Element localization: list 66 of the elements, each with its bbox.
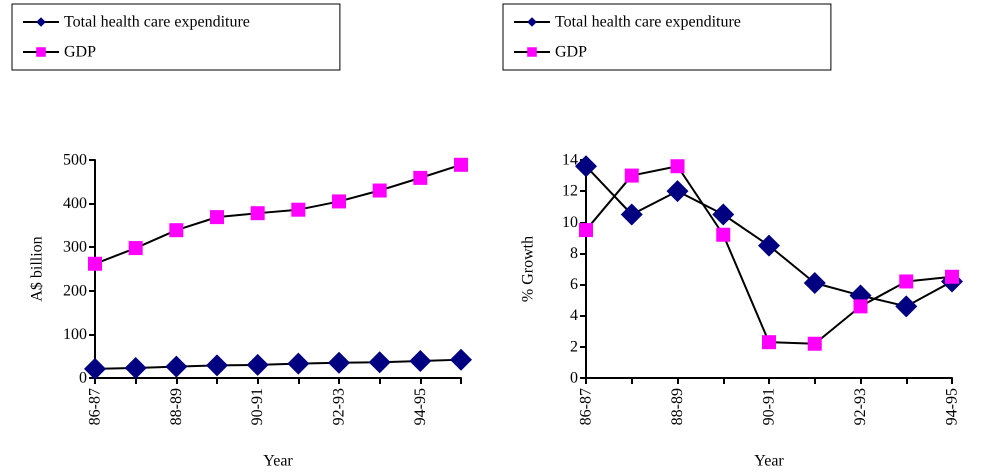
y-tick-label: 400	[63, 195, 87, 212]
y-tick-label: 300	[63, 238, 87, 256]
x-tick-label: 94-95	[412, 388, 429, 426]
y-axis-title: % Growth	[520, 236, 536, 302]
point	[368, 351, 391, 374]
point	[624, 168, 639, 183]
point	[450, 348, 472, 371]
point	[899, 274, 914, 288]
point	[124, 356, 147, 379]
x-tick-label: 88-89	[669, 388, 686, 426]
point	[165, 356, 188, 378]
x-tick-label: 90-91	[760, 388, 778, 426]
x-tick-label: 92-93	[852, 388, 869, 426]
point	[854, 299, 868, 314]
point	[287, 352, 310, 375]
y-tick-label: 100	[63, 326, 87, 343]
point	[413, 170, 428, 185]
x-tick-label: 86-87	[578, 388, 594, 426]
point	[88, 256, 102, 271]
y-tick-label: 6	[570, 276, 578, 294]
point	[804, 272, 826, 294]
point	[895, 295, 918, 318]
point	[128, 241, 143, 256]
point	[332, 194, 346, 208]
legend-label: GDP	[555, 44, 588, 60]
point	[372, 184, 387, 198]
x-tick-label: 86-87	[86, 388, 104, 426]
y-tick-label: 12	[562, 182, 578, 200]
legend-label: Total health care expenditure	[64, 14, 250, 30]
x-tick-label: 92-93	[330, 388, 348, 426]
point	[291, 202, 306, 217]
point	[620, 204, 643, 226]
point	[206, 354, 228, 376]
point	[670, 159, 684, 174]
point	[246, 354, 269, 376]
y-tick-label: 8	[570, 244, 578, 262]
point	[666, 180, 688, 202]
x-axis-title: Year	[263, 452, 294, 470]
y-tick-label: 14	[562, 152, 578, 168]
y-tick-label: 2	[570, 338, 578, 356]
y-tick-label: 4	[570, 307, 578, 324]
point	[945, 270, 959, 284]
point	[758, 234, 780, 257]
point	[762, 335, 776, 350]
x-tick-label: 94-95	[944, 388, 960, 426]
point	[409, 350, 432, 372]
point	[454, 158, 468, 172]
point	[808, 336, 822, 351]
point	[210, 210, 224, 224]
point	[169, 223, 184, 238]
x-axis-title: Year	[754, 452, 784, 470]
x-tick-label: 88-89	[168, 388, 185, 426]
y-tick-label: 0	[570, 370, 578, 386]
point	[716, 228, 730, 242]
point	[579, 223, 593, 238]
y-axis-title: A$ billion	[28, 236, 46, 302]
y-tick-label: 200	[63, 282, 87, 300]
legend-label: GDP	[64, 44, 96, 60]
legend-label: Total health care expenditure	[555, 14, 741, 30]
y-tick-label: 500	[63, 152, 87, 168]
y-tick-label: 0	[79, 370, 87, 386]
y-tick-label: 10	[562, 214, 578, 231]
point	[712, 204, 734, 226]
point	[250, 206, 265, 220]
point	[328, 352, 350, 374]
x-tick-label: 90-91	[249, 388, 266, 426]
